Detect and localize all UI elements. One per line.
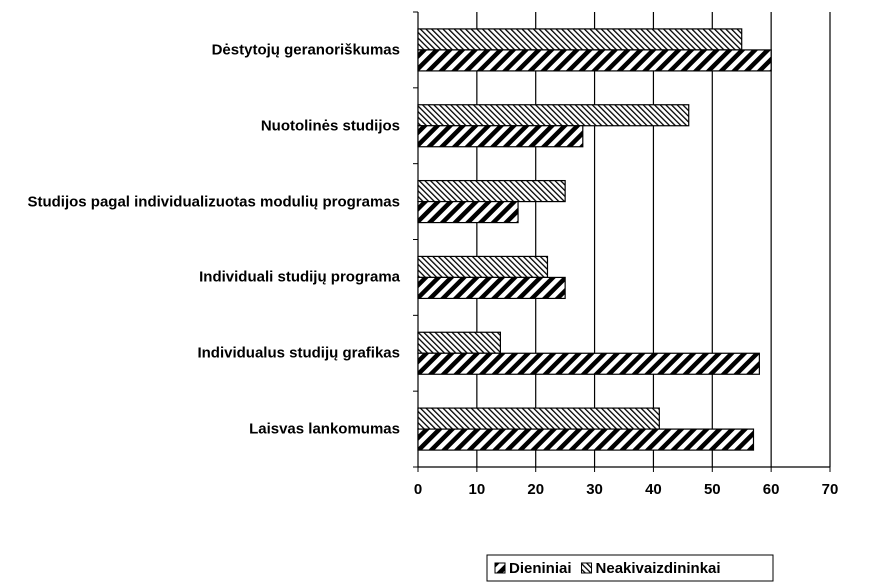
category-text: Individuali studijų programa <box>199 268 400 286</box>
legend: Dieniniai Neakivaizdininkai <box>486 554 774 582</box>
y-tick-label: Dėstytojų geranoriškumas <box>0 41 400 58</box>
y-tick-label: Laisvas lankomumas <box>0 421 400 438</box>
x-tick-label: 40 <box>645 481 662 498</box>
bar <box>417 407 660 430</box>
legend-label: Neakivaizdininkai <box>596 560 721 577</box>
bar <box>417 255 549 279</box>
x-tick-label: 50 <box>704 481 721 498</box>
y-tick-label: Nuotolinės studijos <box>0 117 400 134</box>
bar <box>417 179 566 203</box>
bar <box>417 276 566 300</box>
x-tick-label: 10 <box>469 481 486 498</box>
category-text: Studijos pagal individualizuotas modulių… <box>27 193 400 211</box>
bar <box>417 125 584 148</box>
x-tick-label: 70 <box>822 481 839 498</box>
bar <box>417 49 772 72</box>
x-tick-label: 60 <box>763 481 780 498</box>
bar <box>417 428 755 451</box>
x-tick-label: 30 <box>586 481 603 498</box>
legend-label: Dieniniai <box>509 560 572 577</box>
category-text: Nuotolinės studijos <box>260 117 400 135</box>
category-text: Dėstytojų geranoriškumas <box>211 41 400 59</box>
x-tick-label: 20 <box>527 481 544 498</box>
legend-swatch <box>494 562 506 574</box>
bar <box>417 28 743 51</box>
y-tick-label: Individualus studijų grafikas <box>0 345 400 362</box>
bar <box>417 200 519 224</box>
y-tick-label: Studijos pagal individualizuotas modulių… <box>0 193 400 210</box>
legend-swatch <box>581 562 593 574</box>
bar <box>417 104 690 127</box>
y-tick-label: Individuali studijų programa <box>0 269 400 286</box>
bar <box>417 331 502 354</box>
category-text: Laisvas lankomumas <box>249 420 400 438</box>
legend-box <box>486 554 774 582</box>
category-text: Individualus studijų grafikas <box>197 344 400 362</box>
x-tick-label: 0 <box>414 481 422 498</box>
bar <box>417 352 760 375</box>
